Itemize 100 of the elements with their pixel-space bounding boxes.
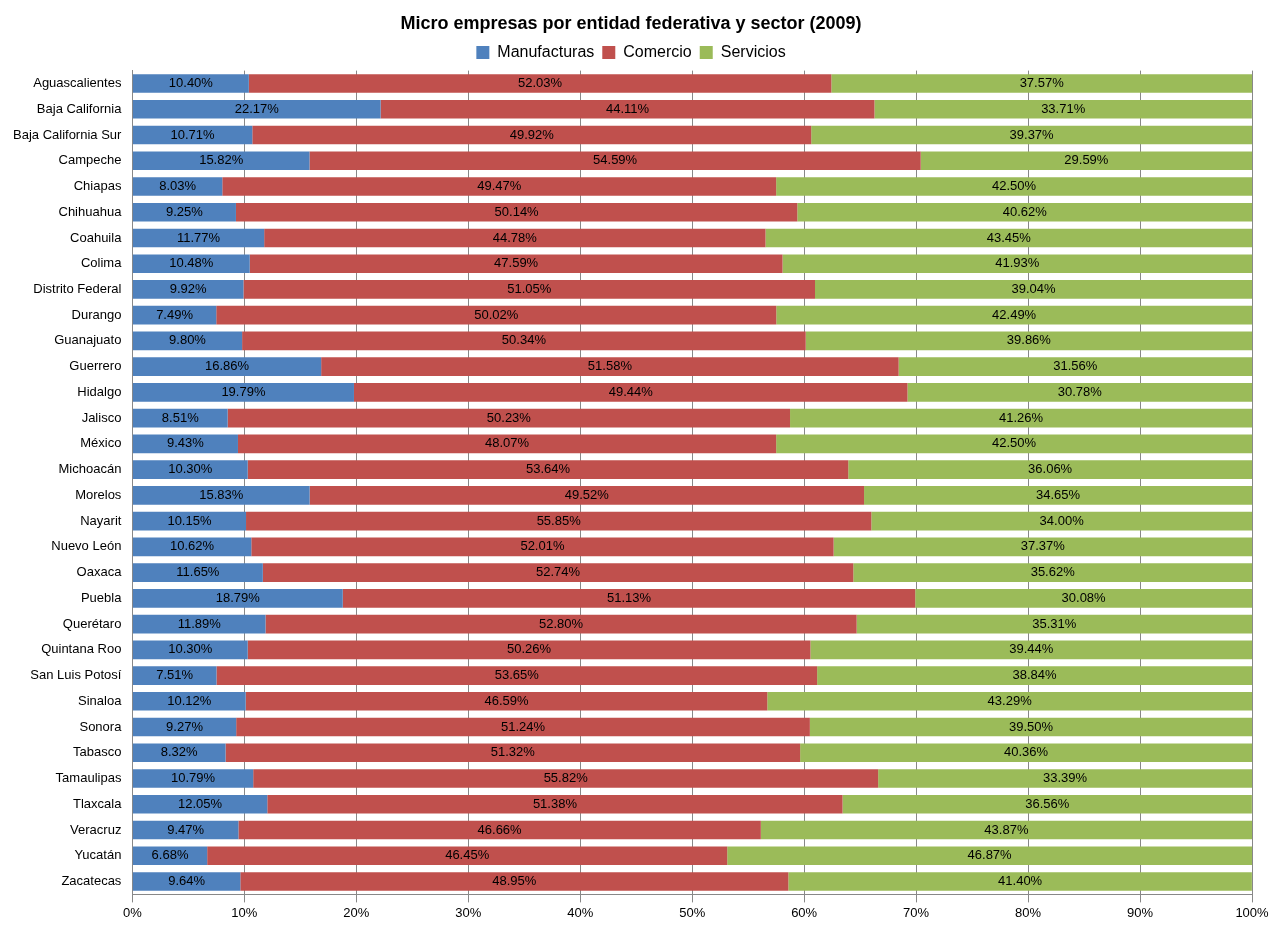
data-label: 39.37% (1009, 126, 1055, 142)
x-tick-label: 70% (903, 904, 930, 920)
y-tick-label: Nuevo León (51, 538, 122, 554)
data-label: 31.56% (1053, 358, 1098, 374)
x-tick-label: 10% (231, 904, 258, 920)
bar (248, 74, 832, 93)
bar (237, 434, 777, 454)
y-tick-label: Durango (71, 306, 122, 322)
bar (864, 486, 1252, 505)
data-label: 49.52% (564, 486, 610, 502)
data-label: 51.13% (606, 589, 652, 605)
bar (309, 151, 921, 170)
y-tick-label: Sonora (79, 718, 123, 734)
data-label: 47.59% (494, 255, 539, 271)
data-label: 49.47% (477, 178, 522, 194)
y-tick-label: Sinaloa (78, 692, 123, 708)
data-label: 9.43% (166, 435, 205, 451)
data-label: 11.65% (176, 564, 220, 580)
data-label: 11.77% (176, 229, 221, 245)
y-tick-label: Puebla (80, 589, 123, 605)
bar (817, 666, 1252, 685)
bar (132, 692, 246, 711)
data-label: 39.86% (1006, 332, 1052, 348)
bar (856, 614, 1252, 634)
x-tick-label: 90% (1127, 904, 1154, 920)
data-label: 18.79% (215, 589, 261, 605)
data-label: 51.58% (587, 358, 633, 374)
data-label: 6.68% (151, 847, 189, 863)
bar (264, 228, 766, 248)
legend-label: Manufacturas (497, 43, 595, 61)
bar (776, 305, 1252, 325)
bar (132, 254, 250, 273)
bar (235, 202, 798, 222)
data-label: 36.56% (1025, 795, 1070, 811)
y-tick-label: Chiapas (73, 178, 122, 194)
bar (871, 511, 1252, 531)
data-label: 50.14% (494, 203, 540, 219)
bar (252, 125, 812, 145)
bar (788, 872, 1252, 891)
bar (236, 717, 810, 737)
bar (253, 769, 879, 788)
bar (132, 280, 244, 299)
y-tick-label: Oaxaca (76, 564, 123, 580)
data-label: 7.51% (156, 667, 194, 683)
data-label: 44.78% (492, 229, 538, 245)
bar (833, 537, 1252, 557)
data-label: 16.86% (204, 358, 250, 374)
data-label: 10.12% (167, 692, 212, 708)
bar (727, 846, 1252, 866)
bar (249, 254, 783, 273)
x-tick-label: 80% (1015, 904, 1042, 920)
bar (842, 795, 1252, 814)
bar (227, 408, 791, 428)
data-label: 9.92% (169, 281, 208, 296)
y-tick-label: Hidalgo (77, 383, 122, 399)
bar (811, 125, 1252, 145)
data-label: 39.44% (1009, 641, 1054, 657)
data-label: 9.47% (167, 821, 205, 837)
bar (132, 151, 310, 170)
y-tick-label: Querétaro (62, 615, 122, 631)
y-tick-label: San Luis Potosí (30, 667, 122, 683)
bar (782, 254, 1252, 273)
bar (240, 872, 789, 891)
bar (915, 589, 1252, 608)
x-tick-label: 50% (679, 904, 706, 920)
bar (132, 383, 354, 402)
bar (267, 795, 843, 814)
bar (800, 743, 1252, 763)
bar (246, 511, 872, 531)
y-tick-label: Colima (80, 255, 123, 271)
data-label: 49.44% (608, 383, 654, 399)
bar (132, 563, 263, 582)
data-label: 41.93% (995, 255, 1040, 271)
data-label: 30.08% (1061, 589, 1107, 605)
data-label: 10.48% (169, 255, 214, 271)
data-label: 10.71% (170, 126, 216, 142)
data-label: 37.37% (1020, 538, 1066, 554)
data-label: 48.95% (492, 873, 537, 889)
data-label: 35.62% (1030, 564, 1076, 580)
data-label: 36.06% (1028, 461, 1073, 477)
data-label: 7.49% (156, 306, 194, 322)
data-label: 53.64% (525, 461, 571, 477)
bar (765, 228, 1252, 248)
data-label: 10.15% (167, 512, 212, 528)
legend-label: Servicios (720, 43, 786, 61)
data-label: 40.36% (1004, 744, 1049, 760)
data-label: 9.25% (165, 203, 204, 219)
data-label: 51.05% (507, 281, 552, 296)
data-label: 46.45% (445, 847, 490, 863)
data-label: 50.23% (486, 409, 532, 425)
bar (247, 640, 811, 660)
data-label: 43.87% (984, 821, 1029, 837)
data-label: 19.79% (221, 383, 266, 399)
data-label: 51.24% (500, 718, 546, 734)
data-label: 51.38% (532, 795, 578, 811)
chart-title: Micro empresas por entidad federativa y sector (2009) (400, 12, 862, 33)
y-tick-label: Coahuila (70, 229, 123, 245)
bar (809, 717, 1252, 737)
bar (251, 537, 834, 557)
data-label: 30.78% (1057, 383, 1103, 399)
